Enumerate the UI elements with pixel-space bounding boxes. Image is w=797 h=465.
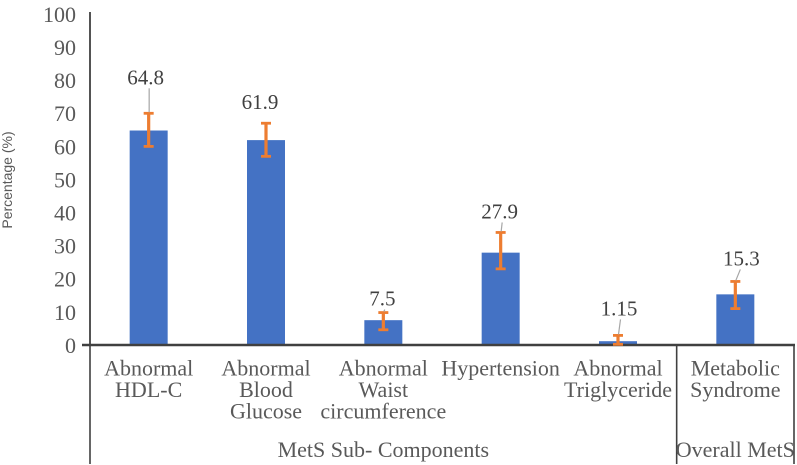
category-label-line: Abnormal: [104, 356, 193, 381]
y-tick-label: 50: [54, 167, 76, 192]
y-tick-label: 0: [65, 333, 76, 358]
category-label-line: Blood: [239, 377, 293, 402]
bar-2: [247, 140, 285, 345]
leader-line: [383, 309, 386, 312]
category-label-line: Abnormal: [339, 356, 428, 381]
category-label-line: Syndrome: [690, 377, 780, 402]
data-label: 27.9: [481, 199, 518, 223]
y-tick-label: 80: [54, 68, 76, 93]
leader-line: [617, 319, 622, 335]
y-axis-title: Percentage (%): [0, 131, 15, 228]
data-label: 64.8: [127, 65, 164, 89]
y-tick-label: 40: [54, 201, 76, 226]
category-label-line: Waist: [359, 377, 409, 402]
group-label: Overall MetS: [676, 437, 795, 462]
category-label-line: Glucose: [230, 399, 302, 424]
y-tick-label: 10: [54, 300, 76, 325]
category-label-line: Hypertension: [441, 356, 560, 381]
category-label-line: HDL-C: [115, 377, 182, 402]
y-tick-label: 60: [54, 134, 76, 159]
leader-line: [735, 269, 741, 281]
y-tick-label: 30: [54, 234, 76, 259]
group-label: MetS Sub- Components: [278, 437, 489, 462]
category-label-line: Abnormal: [221, 356, 310, 381]
data-label: 61.9: [242, 90, 279, 114]
category-label-line: circumference: [320, 399, 446, 424]
y-tick-label: 100: [43, 2, 76, 27]
category-label-line: Metabolic: [691, 356, 780, 381]
leader-line: [500, 222, 503, 232]
y-tick-label: 90: [54, 35, 76, 60]
data-label: 15.3: [723, 246, 760, 270]
data-label: 1.15: [601, 296, 638, 320]
data-label: 7.5: [369, 287, 395, 311]
category-label-line: Triglyceride: [564, 377, 672, 402]
category-label-line: Abnormal: [573, 356, 662, 381]
y-tick-label: 20: [54, 267, 76, 292]
y-tick-label: 70: [54, 101, 76, 126]
bar-1: [129, 130, 168, 345]
